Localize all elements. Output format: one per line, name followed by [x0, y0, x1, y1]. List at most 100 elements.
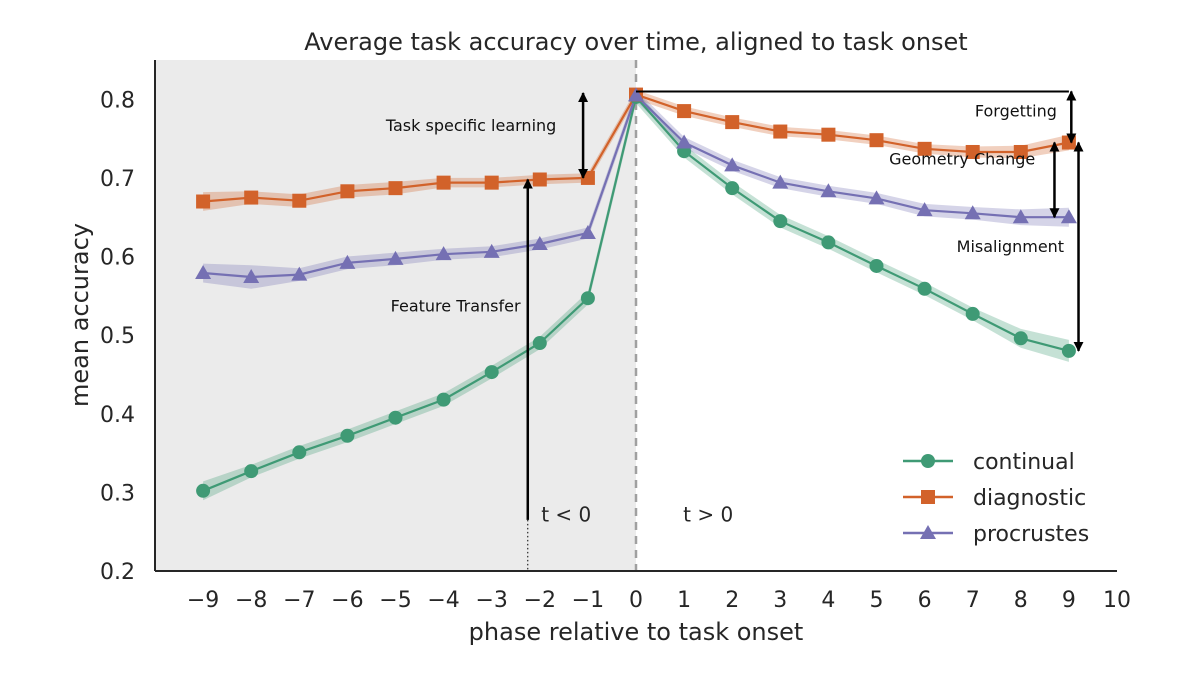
- y-tick-label: 0.5: [100, 324, 135, 349]
- y-tick-label: 0.6: [100, 246, 135, 271]
- x-tick-label: −9: [187, 588, 219, 613]
- annotation-label: Misalignment: [957, 237, 1064, 256]
- x-axis-label: phase relative to task onset: [469, 618, 804, 646]
- diagnostic-point: [292, 193, 307, 208]
- legend-marker: [921, 490, 935, 504]
- x-tick-label: −6: [331, 588, 363, 613]
- annotation-label: Forgetting: [975, 102, 1057, 121]
- continual-point: [725, 181, 740, 196]
- procrustes-point: [483, 243, 500, 258]
- continual-point: [965, 306, 980, 321]
- continual-point: [532, 336, 547, 351]
- procrustes-point: [291, 266, 308, 281]
- y-tick-label: 0.8: [100, 88, 135, 113]
- region-label: t < 0: [541, 502, 591, 526]
- y-axis-label: mean accuracy: [66, 223, 94, 407]
- procrustes-point: [1060, 209, 1077, 224]
- continual-point: [484, 365, 499, 380]
- x-tick-label: 4: [821, 588, 835, 613]
- procrustes-point: [195, 265, 212, 280]
- diagnostic-point: [196, 194, 211, 209]
- diagnostic-point: [484, 175, 499, 190]
- procrustes-point: [628, 87, 644, 102]
- procrustes-point: [820, 183, 837, 198]
- continual-band: [203, 90, 1069, 501]
- x-tick-label: 3: [773, 588, 787, 613]
- continual-point: [244, 464, 259, 479]
- x-tick-label: 5: [870, 588, 884, 613]
- x-tick-label: 0: [629, 588, 643, 613]
- diagnostic-point: [340, 184, 355, 199]
- continual-point: [1013, 331, 1028, 346]
- diagnostic-point: [388, 181, 403, 196]
- x-tick-label: −1: [572, 588, 604, 613]
- diagnostic-point: [677, 104, 692, 119]
- diagnostic-point: [869, 133, 884, 148]
- plot-area: Task specific learning Feature Transfer Fo…: [100, 60, 1131, 613]
- diagnostic-point: [917, 141, 932, 156]
- legend-entry: continual: [973, 450, 1075, 475]
- procrustes-point: [916, 202, 933, 217]
- annotation-label: Task specific learning: [385, 116, 556, 135]
- x-tick-label: −4: [427, 588, 459, 613]
- x-tick-label: 8: [1014, 588, 1028, 613]
- y-tick-label: 0.3: [100, 481, 135, 506]
- diagnostic-point: [965, 144, 980, 159]
- procrustes-point: [868, 190, 885, 205]
- procrustes-point: [772, 174, 789, 189]
- x-tick-label: 7: [966, 588, 980, 613]
- diagnostic-band: [203, 89, 1069, 211]
- y-tick-label: 0.4: [100, 403, 135, 428]
- x-tick-label: −7: [283, 588, 315, 613]
- x-tick-label: 9: [1062, 588, 1076, 613]
- diagnostic-point: [773, 124, 788, 139]
- diagnostic-point: [532, 172, 547, 187]
- x-tick-label: 10: [1103, 588, 1131, 613]
- procrustes-point: [964, 205, 981, 220]
- procrustes-point: [531, 235, 548, 250]
- legend-entry: procrustes: [973, 522, 1089, 547]
- procrustes-point: [339, 254, 356, 269]
- annotation-label: Feature Transfer: [391, 297, 521, 316]
- procrustes-point: [387, 250, 404, 265]
- continual-point: [1061, 343, 1076, 358]
- diagnostic-point: [821, 127, 836, 142]
- diagnostic-point: [1013, 144, 1028, 159]
- legend: continual diagnostic procrustes: [903, 450, 1089, 547]
- continual-point: [340, 428, 355, 443]
- x-tick-label: −2: [524, 588, 556, 613]
- x-tick-label: 1: [677, 588, 691, 613]
- x-tick-label: 2: [725, 588, 739, 613]
- y-tick-label: 0.7: [100, 167, 135, 192]
- continual-point: [869, 258, 884, 273]
- procrustes-point: [579, 224, 596, 239]
- procrustes-point: [676, 134, 693, 149]
- procrustes-point: [243, 268, 260, 283]
- region-label: t > 0: [683, 502, 733, 526]
- y-tick-label: 0.2: [100, 560, 135, 585]
- chart-title: Average task accuracy over time, aligned…: [304, 28, 967, 56]
- continual-point: [773, 214, 788, 229]
- diagnostic-point: [725, 115, 740, 130]
- continual-point: [436, 392, 451, 407]
- shaded-region: [155, 60, 636, 571]
- continual-point: [580, 291, 595, 306]
- x-tick-label: −5: [379, 588, 411, 613]
- legend-marker: [920, 525, 936, 539]
- procrustes-point: [724, 157, 741, 172]
- procrustes-point: [1012, 209, 1029, 224]
- diagnostic-point: [1061, 135, 1076, 150]
- diagnostic-point: [244, 190, 259, 205]
- continual-point: [292, 445, 307, 460]
- continual-point: [196, 483, 211, 498]
- x-tick-label: −3: [475, 588, 507, 613]
- x-tick-label: −8: [235, 588, 267, 613]
- continual-point: [388, 410, 403, 425]
- legend-marker: [921, 454, 935, 468]
- x-tick-label: 6: [918, 588, 932, 613]
- legend-entry: diagnostic: [973, 486, 1086, 511]
- continual-point: [821, 235, 836, 250]
- continual-point: [917, 281, 932, 296]
- annotation-label: Geometry Change: [889, 150, 1035, 169]
